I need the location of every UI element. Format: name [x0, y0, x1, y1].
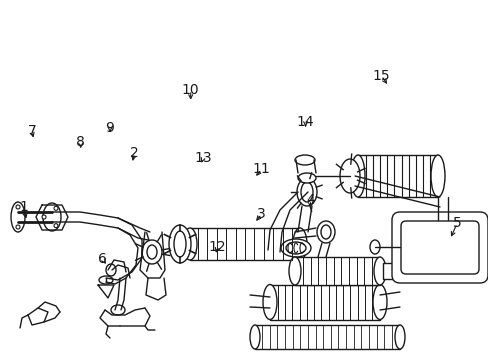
Ellipse shape [394, 325, 404, 349]
Text: 15: 15 [372, 69, 389, 82]
Text: 7: 7 [27, 125, 36, 138]
Text: 13: 13 [194, 152, 211, 165]
Text: 2: 2 [130, 146, 139, 160]
Ellipse shape [301, 182, 312, 202]
Ellipse shape [288, 257, 301, 285]
Ellipse shape [42, 215, 46, 219]
Ellipse shape [430, 155, 444, 197]
Bar [190, 228, 299, 260]
Text: 1: 1 [19, 200, 28, 214]
Ellipse shape [373, 257, 385, 285]
Ellipse shape [372, 284, 386, 320]
Bar [254, 325, 399, 349]
Ellipse shape [147, 245, 157, 259]
Ellipse shape [106, 264, 116, 276]
Text: 14: 14 [296, 116, 314, 129]
Ellipse shape [11, 202, 25, 232]
Ellipse shape [16, 205, 20, 209]
Ellipse shape [43, 203, 61, 231]
Ellipse shape [54, 206, 58, 210]
Text: 11: 11 [252, 162, 270, 176]
Text: 4: 4 [305, 193, 314, 207]
Bar [357, 155, 437, 197]
Ellipse shape [339, 159, 359, 193]
Text: 10: 10 [182, 83, 199, 97]
Bar [382, 263, 402, 279]
Ellipse shape [296, 178, 316, 206]
Ellipse shape [285, 242, 305, 254]
Ellipse shape [292, 228, 306, 260]
Bar [269, 285, 379, 320]
Ellipse shape [169, 225, 191, 263]
Ellipse shape [320, 225, 330, 239]
Ellipse shape [54, 224, 58, 228]
FancyBboxPatch shape [400, 221, 478, 274]
Text: 6: 6 [98, 252, 107, 266]
Bar [294, 257, 379, 285]
Ellipse shape [263, 284, 276, 320]
Text: 12: 12 [208, 240, 226, 253]
Ellipse shape [397, 263, 407, 279]
Ellipse shape [111, 305, 125, 315]
FancyBboxPatch shape [391, 212, 487, 283]
Text: 9: 9 [105, 121, 114, 135]
Ellipse shape [249, 325, 260, 349]
Ellipse shape [294, 155, 314, 165]
Text: 8: 8 [76, 135, 85, 149]
Ellipse shape [350, 155, 364, 197]
Ellipse shape [281, 239, 310, 257]
Ellipse shape [369, 240, 379, 254]
Text: 5: 5 [452, 216, 461, 230]
Text: 3: 3 [257, 207, 265, 221]
Ellipse shape [16, 225, 20, 229]
Ellipse shape [99, 276, 113, 284]
Ellipse shape [316, 221, 334, 243]
Ellipse shape [174, 231, 185, 257]
Ellipse shape [183, 228, 197, 260]
Ellipse shape [297, 173, 315, 183]
Ellipse shape [142, 240, 162, 264]
